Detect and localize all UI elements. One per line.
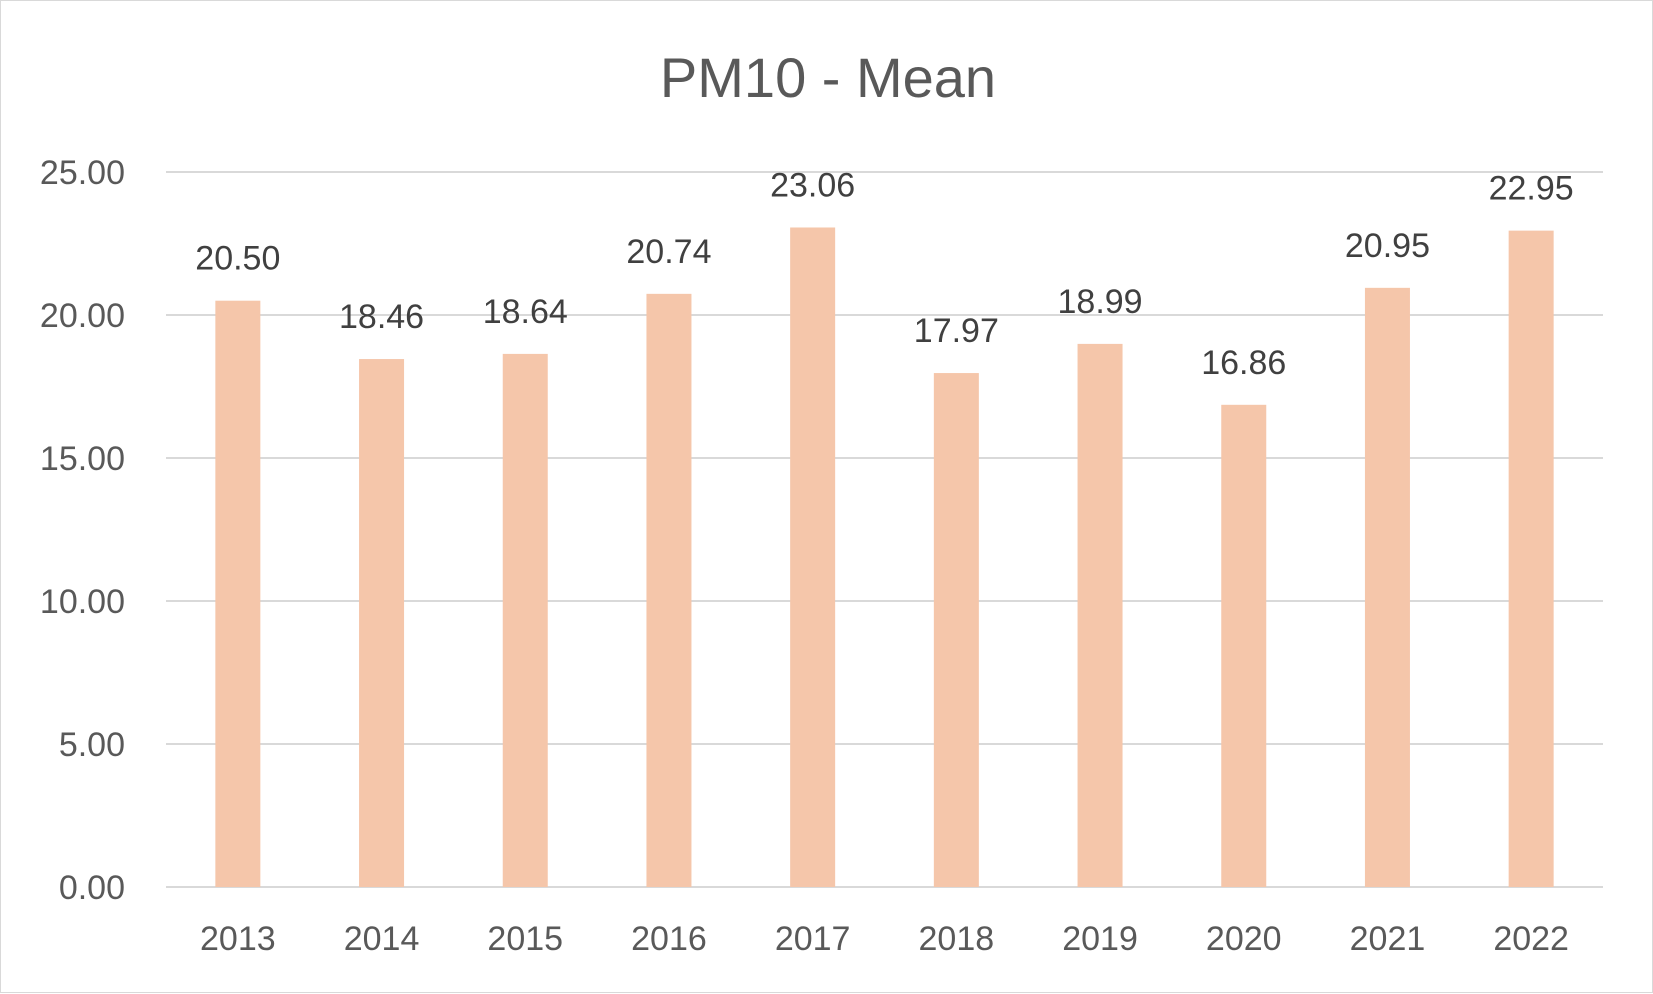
x-tick-label: 2018 (919, 920, 995, 958)
data-label: 20.50 (195, 240, 280, 278)
bar-2017 (790, 227, 836, 887)
data-label: 23.06 (770, 166, 855, 204)
bar-2022 (1508, 230, 1554, 887)
y-tick-label: 5.00 (59, 726, 125, 764)
data-label: 18.64 (483, 293, 568, 331)
data-label: 18.46 (339, 298, 424, 336)
x-tick-label: 2013 (200, 920, 276, 958)
bar-2019 (1077, 343, 1123, 887)
bars (215, 227, 1554, 888)
x-axis-ticks: 2013 2014 2015 2016 2017 2018 2019 2020 2021 2022 (200, 920, 1569, 958)
x-tick-label: 2017 (775, 920, 851, 958)
data-label: 16.86 (1201, 344, 1286, 382)
x-tick-label: 2014 (344, 920, 420, 958)
bar-2020 (1221, 404, 1267, 887)
bar-2021 (1364, 287, 1410, 888)
bar-2018 (933, 373, 979, 888)
x-tick-label: 2021 (1350, 920, 1426, 958)
x-tick-label: 2019 (1062, 920, 1138, 958)
bar-2014 (359, 359, 405, 887)
gridlines (166, 171, 1603, 888)
x-tick-label: 2015 (487, 920, 563, 958)
x-tick-label: 2022 (1493, 920, 1569, 958)
bar-2013 (215, 300, 261, 887)
bar-2015 (502, 353, 548, 887)
y-tick-label: 15.00 (40, 440, 125, 478)
y-axis-ticks: 0.00 5.00 10.00 15.00 20.00 25.00 (40, 154, 125, 907)
data-labels: 20.50 18.46 18.64 20.74 23.06 17.97 18.99 16.86… (195, 166, 1573, 381)
x-tick-label: 2016 (631, 920, 707, 958)
chart-title: PM10 - Mean (660, 46, 996, 109)
y-tick-label: 25.00 (40, 154, 125, 192)
data-label: 17.97 (914, 312, 999, 350)
data-label: 20.74 (626, 233, 711, 271)
y-tick-label: 10.00 (40, 583, 125, 621)
bar-2016 (646, 293, 692, 887)
data-label: 18.99 (1058, 283, 1143, 321)
y-tick-label: 20.00 (40, 297, 125, 335)
data-label: 20.95 (1345, 227, 1430, 265)
data-label: 22.95 (1489, 170, 1574, 208)
y-tick-label: 0.00 (59, 869, 125, 907)
x-tick-label: 2020 (1206, 920, 1282, 958)
